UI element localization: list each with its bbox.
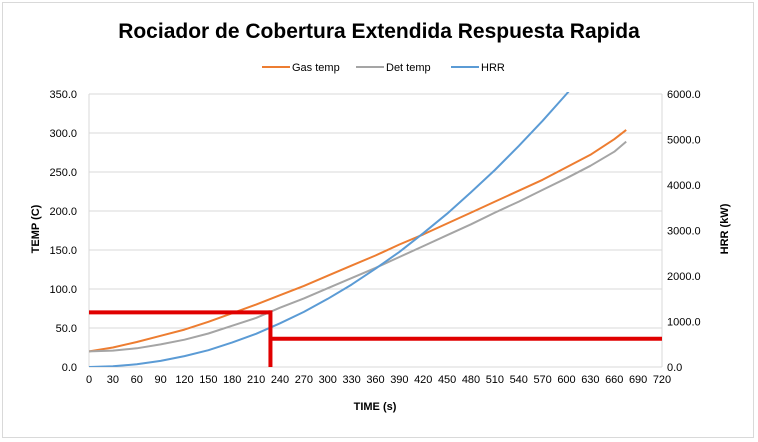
gridlines [89,93,662,368]
x-tick-label: 570 [533,374,551,386]
x-tick-label: 150 [199,374,217,386]
y2-tick-label: 0.0 [667,362,682,374]
x-tick-label: 330 [342,374,360,386]
y2-tick-label: 1000.0 [667,317,701,329]
y-tick-label: 150.0 [49,245,77,257]
chart-title: Rociador de Cobertura Extendida Respuest… [118,20,640,43]
x-tick-label: 540 [510,374,528,386]
series-line-hrr [89,92,570,367]
y-tick-label: 300.0 [49,128,77,140]
x-tick-label: 60 [131,374,143,386]
x-tick-label: 240 [271,374,289,386]
y2-axis-label: HRR (kW) [719,203,731,254]
y-tick-label: 350.0 [49,89,77,101]
legend-label: HRR [481,62,505,74]
y2-tick-label: 2000.0 [667,271,701,283]
y-tick-label: 250.0 [49,167,77,179]
x-tick-label: 390 [390,374,408,386]
x-tick-label: 660 [605,374,623,386]
x-tick-label: 180 [223,374,241,386]
y2-tick-label: 3000.0 [667,226,701,238]
x-tick-label: 480 [462,374,480,386]
tick-labels: 0 30 60 90 120 150 180 210 240 270 300 330 360 390 420… [49,89,700,386]
x-tick-label: 420 [414,374,432,386]
x-tick-label: 600 [557,374,575,386]
y-tick-label: 50.0 [56,323,77,335]
y-tick-label: 0.0 [62,362,77,374]
x-tick-label: 720 [653,374,671,386]
x-tick-label: 450 [438,374,456,386]
x-tick-label: 90 [155,374,167,386]
x-axis-label: TIME (s) [354,401,397,413]
y-tick-label: 200.0 [49,206,77,218]
y-tick-label: 100.0 [49,284,77,296]
x-tick-label: 510 [486,374,504,386]
series-line-det-temp [89,140,627,353]
x-tick-label: 360 [366,374,384,386]
series-line-gas-temp [89,129,627,353]
plot-area [89,92,627,367]
x-tick-label: 0 [86,374,92,386]
y2-tick-label: 6000.0 [667,89,701,101]
y-axis-label: TEMP (C) [30,204,42,253]
y2-tick-label: 5000.0 [667,135,701,147]
axes [88,94,663,368]
x-tick-label: 270 [295,374,313,386]
x-tick-label: 210 [247,374,265,386]
y2-tick-label: 4000.0 [667,180,701,192]
legend-label: Det temp [386,62,431,74]
x-tick-label: 630 [581,374,599,386]
x-tick-label: 690 [629,374,647,386]
x-tick-label: 120 [175,374,193,386]
x-tick-label: 30 [107,374,119,386]
legend: Gas temp Det temp HRR [262,62,505,74]
legend-label: Gas temp [292,62,340,74]
x-tick-label: 300 [319,374,337,386]
